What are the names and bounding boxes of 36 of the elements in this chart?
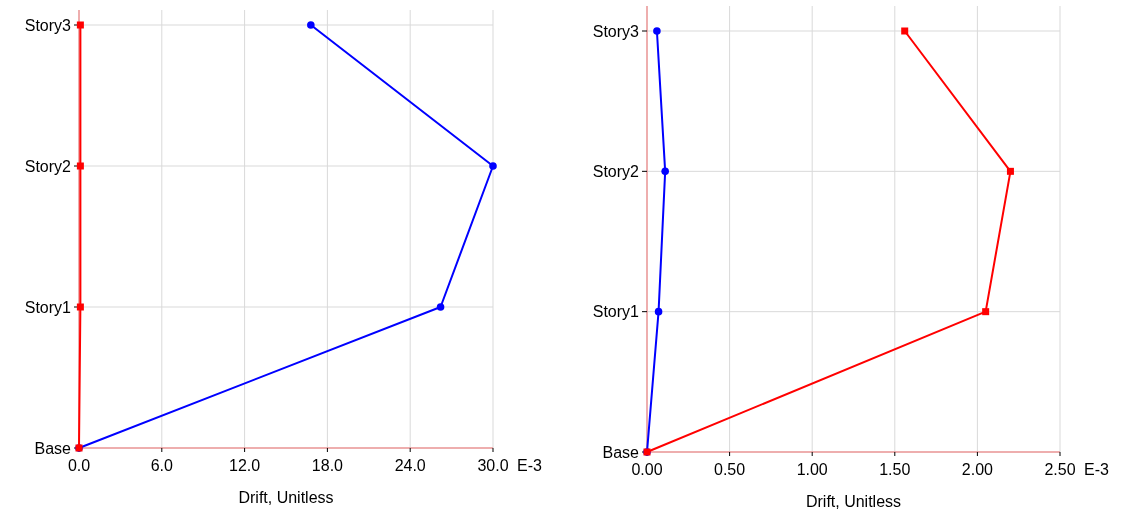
x-tick-label: 24.0 — [394, 457, 426, 474]
point — [76, 21, 84, 29]
x-axis-title: Drift, Unitless — [805, 493, 902, 510]
y-tick-label: Story1 — [24, 298, 72, 316]
x-tick-label: 2.50 — [1044, 461, 1076, 478]
text: E-3 — [1084, 461, 1109, 478]
point — [1006, 167, 1014, 175]
point — [76, 303, 84, 311]
point — [436, 303, 445, 311]
y-tick-label: Story2 — [592, 162, 640, 180]
point — [982, 308, 990, 316]
x-tick-label: 30.0 — [477, 457, 509, 474]
y-tick-label: Base — [34, 439, 72, 457]
y-tick-label: Story3 — [24, 16, 72, 34]
x-axis-title: Drift, Unitless — [238, 489, 334, 506]
point — [76, 162, 84, 170]
text: E-3 — [517, 457, 542, 474]
x-tick-label: 0.50 — [714, 461, 746, 478]
x-tick-label: 18.0 — [311, 457, 344, 474]
y-tick-label: Base — [602, 443, 640, 461]
y-tick-label: Story3 — [592, 22, 640, 40]
x-tick-label: 6.0 — [150, 457, 174, 474]
point — [653, 27, 661, 35]
x-tick-label: 0.0 — [67, 457, 91, 474]
y-tick-label: Story2 — [24, 157, 72, 175]
y-tick-label: Story1 — [592, 303, 640, 321]
point — [654, 307, 663, 316]
point — [661, 167, 669, 176]
x-tick-label: 2.00 — [961, 461, 994, 478]
point — [307, 21, 315, 29]
x-tick-label: 0.00 — [631, 461, 663, 478]
point — [489, 162, 497, 170]
x-tick-label: 1.50 — [879, 461, 911, 478]
x-tick-label: 12.0 — [229, 457, 261, 474]
x-tick-label: 1.00 — [796, 461, 828, 478]
point — [901, 27, 909, 35]
